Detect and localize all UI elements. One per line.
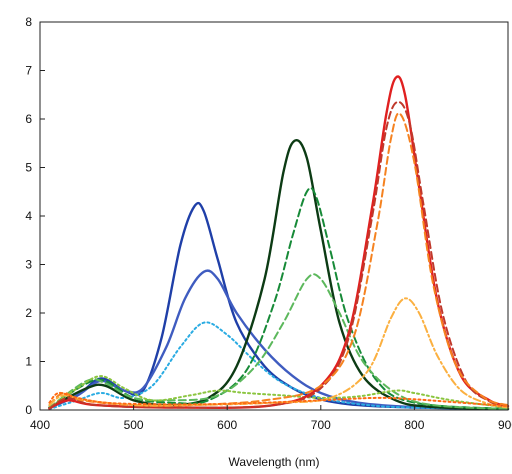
series-line-12 <box>48 391 509 408</box>
y-tick-label: 8 <box>25 15 32 29</box>
x-tick-label: 800 <box>404 418 424 432</box>
y-tick-label: 5 <box>25 161 32 175</box>
series-line-9 <box>48 100 509 410</box>
series-line-10 <box>48 112 509 407</box>
plot-frame <box>39 21 509 411</box>
series-line-4 <box>48 139 510 411</box>
x-tick-label: 900 <box>498 418 512 432</box>
series-line-5 <box>48 186 509 410</box>
x-tick-label: 600 <box>217 418 237 432</box>
plot-area <box>48 75 510 411</box>
x-tick-label: 700 <box>311 418 331 432</box>
series-line-3 <box>48 321 509 410</box>
y-tick-label: 0 <box>25 403 32 417</box>
y-tick-label: 2 <box>25 306 32 320</box>
series-line-7 <box>48 375 509 409</box>
x-tick-label: 400 <box>30 418 50 432</box>
y-tick-label: 6 <box>25 112 32 126</box>
y-tick-label: 3 <box>25 258 32 272</box>
y-tick-label: 4 <box>25 209 32 223</box>
y-tick-label: 7 <box>25 64 32 78</box>
y-tick-label: 1 <box>25 355 32 369</box>
axis-ticks: 400 500 600 700 800 900 0 1 2 3 4 5 6 7 8 <box>25 15 512 432</box>
x-axis-label: Wavelength (nm) <box>229 455 320 469</box>
x-tick-label: 500 <box>124 418 144 432</box>
series-line-6 <box>48 273 509 410</box>
